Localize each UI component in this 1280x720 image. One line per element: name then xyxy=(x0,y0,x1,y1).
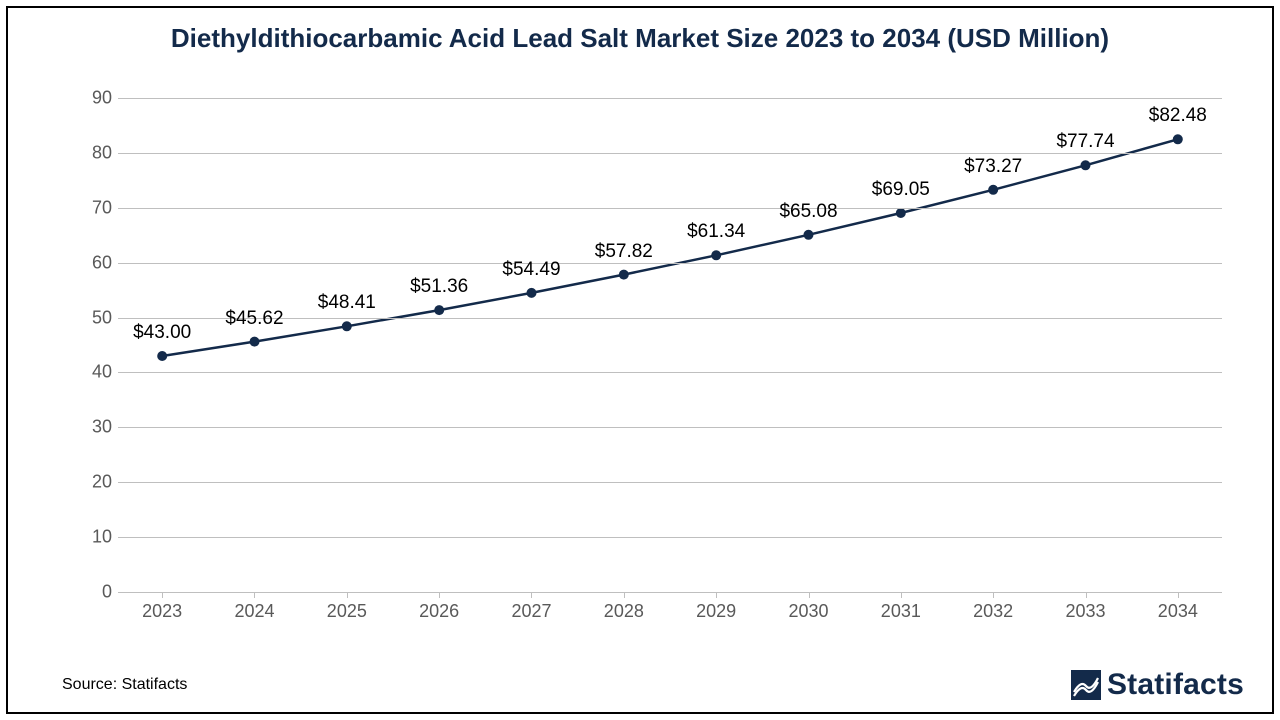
x-tick-label: 2023 xyxy=(142,601,182,622)
data-label: $57.82 xyxy=(595,241,653,263)
gridline xyxy=(118,318,1222,319)
data-marker xyxy=(1173,134,1183,144)
data-marker xyxy=(711,250,721,260)
x-tick-label: 2029 xyxy=(696,601,736,622)
brand-logo: Statifacts xyxy=(1071,668,1244,702)
data-label: $51.36 xyxy=(410,276,468,298)
gridline xyxy=(118,537,1222,538)
y-tick-label: 30 xyxy=(74,417,112,438)
x-tick-label: 2031 xyxy=(881,601,921,622)
x-tick-label: 2026 xyxy=(419,601,459,622)
x-tick-label: 2033 xyxy=(1065,601,1105,622)
x-tick-label: 2028 xyxy=(604,601,644,622)
y-tick-label: 70 xyxy=(74,197,112,218)
data-label: $54.49 xyxy=(502,259,560,281)
x-tick-mark xyxy=(809,592,810,598)
data-label: $43.00 xyxy=(133,322,191,344)
gridline xyxy=(118,98,1222,99)
x-tick-label: 2032 xyxy=(973,601,1013,622)
data-marker xyxy=(157,351,167,361)
x-tick-mark xyxy=(1086,592,1087,598)
x-tick-mark xyxy=(624,592,625,598)
x-tick-mark xyxy=(1178,592,1179,598)
y-tick-label: 60 xyxy=(74,252,112,273)
data-marker xyxy=(619,270,629,280)
data-label: $65.08 xyxy=(779,201,837,223)
data-marker xyxy=(342,321,352,331)
data-marker xyxy=(250,337,260,347)
brand-icon xyxy=(1071,670,1101,700)
x-tick-mark xyxy=(901,592,902,598)
gridline xyxy=(118,208,1222,209)
data-marker xyxy=(896,208,906,218)
data-marker xyxy=(434,305,444,315)
x-tick-label: 2024 xyxy=(234,601,274,622)
line-series xyxy=(118,98,1222,592)
x-tick-label: 2030 xyxy=(788,601,828,622)
data-label: $45.62 xyxy=(225,308,283,330)
x-tick-mark xyxy=(531,592,532,598)
chart-title: Diethyldithiocarbamic Acid Lead Salt Mar… xyxy=(8,8,1272,59)
plot-area: 0102030405060708090202320242025202620272… xyxy=(118,98,1222,592)
y-tick-label: 0 xyxy=(74,582,112,603)
gridline xyxy=(118,482,1222,483)
x-tick-mark xyxy=(993,592,994,598)
data-label: $77.74 xyxy=(1056,131,1114,153)
brand-text: Statifacts xyxy=(1107,668,1244,702)
data-label: $73.27 xyxy=(964,156,1022,178)
y-tick-label: 90 xyxy=(74,88,112,109)
x-tick-mark xyxy=(347,592,348,598)
x-tick-mark xyxy=(254,592,255,598)
data-label: $48.41 xyxy=(318,292,376,314)
data-label: $69.05 xyxy=(872,179,930,201)
y-tick-label: 10 xyxy=(74,527,112,548)
chart-frame: Diethyldithiocarbamic Acid Lead Salt Mar… xyxy=(6,6,1274,714)
x-tick-label: 2034 xyxy=(1158,601,1198,622)
data-label: $82.48 xyxy=(1149,105,1207,127)
data-marker xyxy=(988,185,998,195)
y-tick-label: 80 xyxy=(74,142,112,163)
x-tick-mark xyxy=(162,592,163,598)
data-marker xyxy=(527,288,537,298)
chart-area: 0102030405060708090202320242025202620272… xyxy=(68,98,1232,632)
y-tick-label: 50 xyxy=(74,307,112,328)
data-marker xyxy=(1081,160,1091,170)
y-tick-label: 40 xyxy=(74,362,112,383)
gridline xyxy=(118,427,1222,428)
gridline xyxy=(118,263,1222,264)
x-tick-mark xyxy=(716,592,717,598)
x-tick-label: 2025 xyxy=(327,601,367,622)
gridline xyxy=(118,372,1222,373)
series-line xyxy=(162,139,1178,356)
x-tick-label: 2027 xyxy=(511,601,551,622)
x-tick-mark xyxy=(439,592,440,598)
y-tick-label: 20 xyxy=(74,472,112,493)
source-text: Source: Statifacts xyxy=(62,676,187,694)
gridline xyxy=(118,592,1222,593)
data-marker xyxy=(804,230,814,240)
data-label: $61.34 xyxy=(687,221,745,243)
